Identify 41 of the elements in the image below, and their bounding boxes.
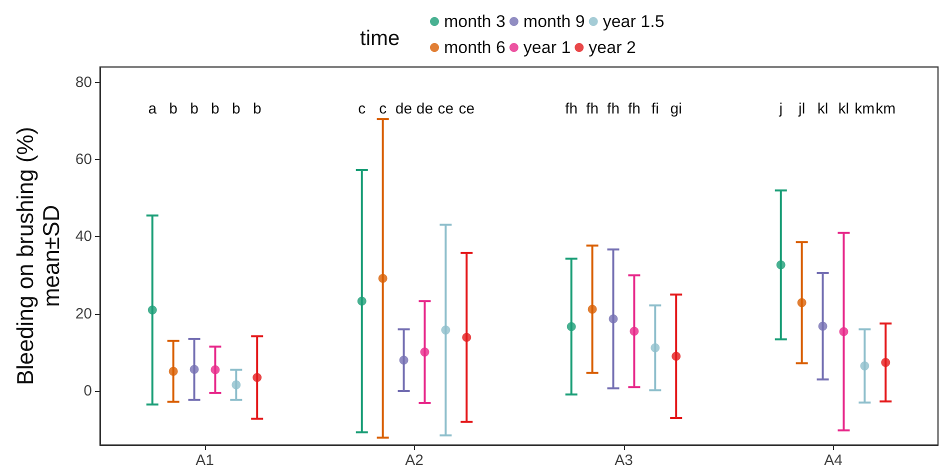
- annotation: de: [395, 100, 412, 118]
- annotation: km: [876, 100, 896, 118]
- annotation: c: [358, 100, 366, 118]
- annotation: jl: [797, 100, 806, 118]
- legend-label: month 9: [523, 12, 585, 31]
- annotation: kl: [817, 100, 828, 118]
- legend-label: year 2: [588, 38, 636, 57]
- legend-label: year 1: [523, 38, 571, 57]
- annotation: ce: [438, 100, 454, 118]
- y-tick-label: 20: [75, 305, 92, 322]
- annotation: gi: [670, 100, 682, 118]
- y-tick-label: 0: [84, 382, 92, 400]
- annotation: fh: [607, 100, 620, 118]
- annotation: fh: [565, 100, 578, 118]
- x-tick-label: A2: [405, 452, 424, 468]
- legend-title: time: [360, 27, 400, 50]
- legend-label: year 1.5: [602, 12, 664, 31]
- annotation: b: [232, 100, 240, 118]
- annotation: b: [211, 100, 220, 118]
- y-tick-label: 80: [75, 74, 92, 91]
- x-tick-label: A1: [196, 452, 214, 468]
- annotation: b: [252, 100, 262, 118]
- legend-label: month 3: [444, 12, 506, 31]
- annotation: b: [190, 100, 198, 118]
- annotation: fh: [586, 100, 599, 118]
- y-tick-label: 40: [75, 228, 92, 246]
- annotation: km: [854, 100, 875, 118]
- annotation: ce: [458, 100, 475, 118]
- legend-label: month 6: [444, 38, 506, 57]
- y-tick-label: 60: [75, 151, 92, 168]
- annotation: j: [778, 100, 783, 118]
- annotation: c: [379, 100, 388, 118]
- annotation: fi: [651, 100, 659, 118]
- x-tick-label: A3: [614, 452, 633, 468]
- annotation: b: [169, 100, 178, 118]
- y-axis-title: Bleeding on brushing (%) mean±SD: [12, 126, 64, 386]
- annotation: a: [148, 100, 158, 118]
- x-tick-label: A4: [824, 452, 842, 468]
- annotation: kl: [838, 100, 850, 118]
- annotation: fh: [628, 100, 640, 118]
- annotation: de: [416, 100, 434, 118]
